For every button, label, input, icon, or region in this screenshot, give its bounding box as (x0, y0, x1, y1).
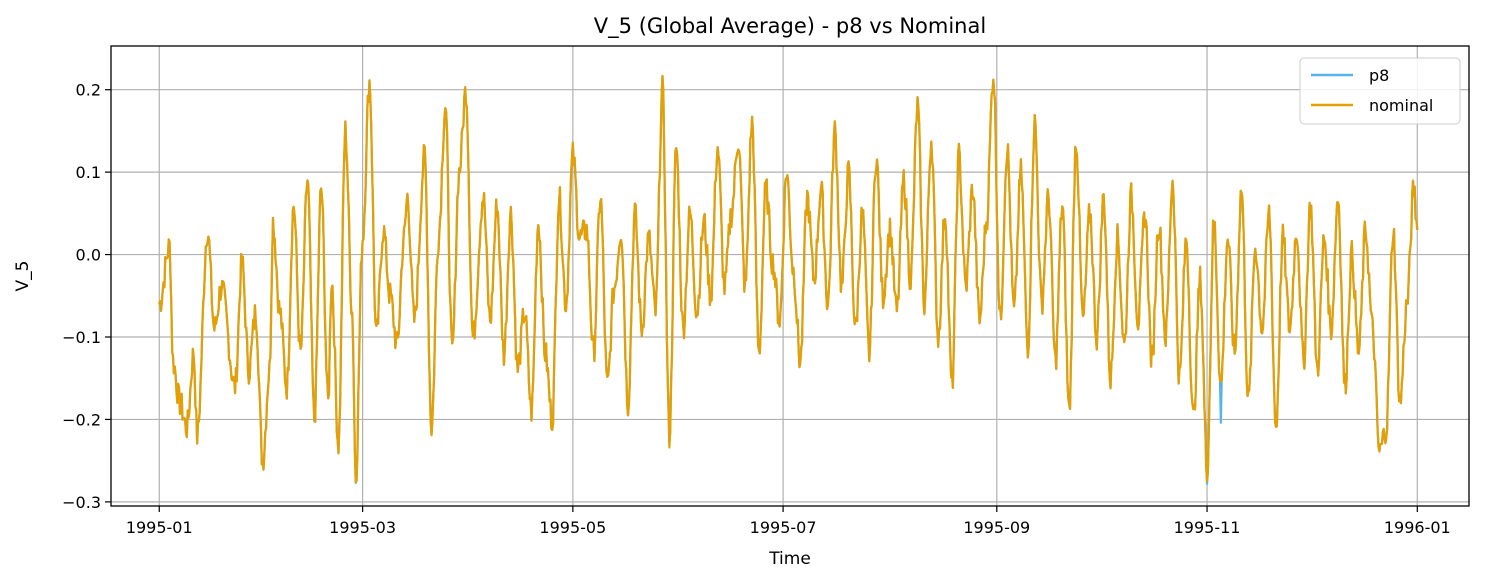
gridlines (111, 46, 1469, 506)
legend-label-nominal: nominal (1369, 96, 1433, 115)
y-axis-ticks: 0.2 0.1 0.0 −0.1 −0.2 −0.3 (62, 81, 111, 512)
x-tick-label: 1995-11 (1174, 518, 1241, 537)
y-tick-label: −0.2 (62, 410, 101, 429)
y-tick-label: 0.1 (76, 163, 101, 182)
x-axis-ticks: 1995-01 1995-03 1995-05 1995-07 1995-09 1995-… (126, 506, 1451, 537)
x-axis-label: Time (768, 549, 811, 569)
plot-frame (110, 45, 1470, 507)
y-tick-label: −0.3 (62, 493, 101, 512)
x-tick-label: 1995-01 (126, 518, 193, 537)
legend-label-p8: p8 (1369, 66, 1389, 85)
x-tick-label: 1995-07 (750, 518, 817, 537)
x-tick-label: 1995-09 (963, 518, 1030, 537)
y-tick-label: 0.2 (76, 81, 101, 100)
y-tick-label: −0.1 (62, 328, 101, 347)
series-line-nominal (158, 74, 1419, 484)
plot-lines (158, 74, 1419, 485)
legend: p8 nominal (1299, 57, 1461, 125)
y-axis-label: V_5 (13, 261, 33, 292)
x-tick-label: 1996-01 (1384, 518, 1451, 537)
y-tick-label: 0.0 (76, 246, 101, 265)
x-tick-label: 1995-03 (329, 518, 396, 537)
x-tick-label: 1995-05 (539, 518, 606, 537)
chart-title: V_5 (Global Average) - p8 vs Nominal (594, 14, 986, 39)
